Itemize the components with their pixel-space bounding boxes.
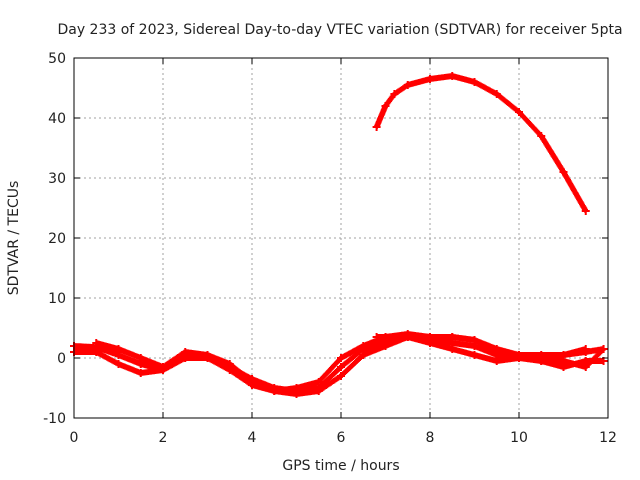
- data-trace: [116, 346, 143, 361]
- data-trace: [517, 110, 544, 138]
- data-trace: [250, 379, 276, 394]
- y-tick-label: 0: [57, 351, 66, 367]
- data-trace: [139, 355, 165, 370]
- x-tick-label: 8: [426, 430, 435, 446]
- series-arc-d: [372, 331, 608, 371]
- data-trace: [583, 347, 606, 369]
- x-tick-label: 6: [337, 430, 346, 446]
- data-point: [581, 345, 590, 353]
- data-trace: [228, 367, 254, 388]
- data-trace: [339, 343, 365, 361]
- x-tick-label: 10: [510, 430, 528, 446]
- data-point: [581, 207, 590, 215]
- data-trace: [472, 343, 499, 358]
- y-axis-label: SDTVAR / TECUs: [6, 181, 22, 296]
- data-points: [70, 72, 608, 398]
- y-tick-label: 30: [48, 171, 66, 187]
- x-axis-label: GPS time / hours: [282, 458, 399, 474]
- y-tick-label: 10: [48, 291, 66, 307]
- y-tick-label: 20: [48, 231, 66, 247]
- data-trace: [161, 355, 187, 373]
- data-trace: [374, 104, 388, 129]
- data-trace: [205, 355, 232, 373]
- data-trace: [472, 337, 499, 352]
- data-trace: [472, 79, 499, 97]
- x-tick-label: 12: [599, 430, 617, 446]
- data-trace: [539, 134, 566, 174]
- data-trace: [494, 91, 521, 115]
- data-trace: [116, 352, 143, 367]
- y-tick-label: 50: [48, 51, 66, 67]
- data-trace: [317, 373, 343, 394]
- data-trace: [205, 352, 232, 367]
- data-trace: [316, 356, 343, 384]
- data-trace: [316, 365, 343, 390]
- data-trace: [116, 361, 143, 376]
- x-tick-label: 2: [159, 430, 168, 446]
- x-tick-label: 0: [70, 430, 79, 446]
- series-satellite-arc-high: [372, 72, 590, 215]
- data-trace: [94, 349, 121, 367]
- data-trace: [339, 353, 366, 378]
- data-point: [599, 345, 608, 353]
- data-trace: [561, 170, 588, 213]
- data-trace: [161, 349, 187, 370]
- data-trace: [392, 82, 410, 97]
- data-trace: [339, 346, 366, 370]
- x-tick-label: 4: [248, 430, 257, 446]
- y-tick-label: -10: [43, 411, 66, 427]
- data-trace: [361, 343, 388, 358]
- data-trace: [227, 361, 254, 385]
- data-trace: [428, 73, 454, 82]
- y-tick-label: 40: [48, 111, 66, 127]
- chart-title: Day 233 of 2023, Sidereal Day-to-day VTE…: [57, 22, 622, 38]
